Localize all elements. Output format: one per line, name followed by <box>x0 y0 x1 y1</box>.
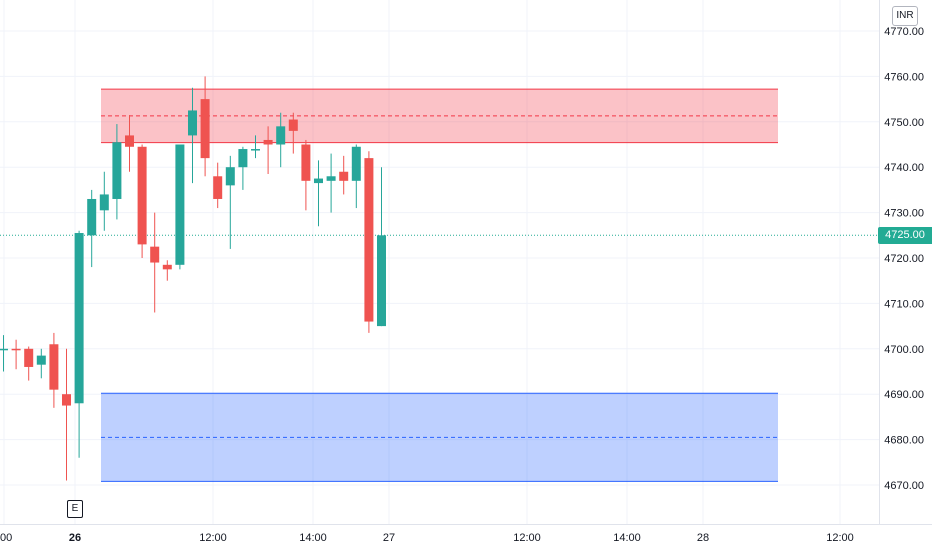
candle <box>87 189 97 268</box>
candle-body <box>99 194 109 211</box>
candle-body <box>276 126 286 145</box>
candle-body <box>238 149 248 168</box>
candle-body <box>339 171 349 181</box>
candle <box>150 212 160 313</box>
candle <box>175 144 185 270</box>
candle <box>339 155 349 195</box>
candle-body <box>263 139 273 145</box>
candle-body <box>150 246 160 263</box>
candle-body <box>24 348 34 367</box>
candle-body <box>200 99 210 159</box>
candle <box>11 339 21 370</box>
candle-body <box>301 144 311 181</box>
price-tick-label: 4720.00 <box>884 253 924 265</box>
candle <box>225 155 235 249</box>
candle-body <box>125 135 134 147</box>
candle-body <box>74 233 84 404</box>
time-tick-label: 14:00 <box>613 532 641 544</box>
candle-body <box>188 110 197 136</box>
candle <box>74 230 84 458</box>
candle <box>301 139 311 211</box>
candle-body <box>225 167 235 186</box>
candle <box>99 171 109 231</box>
candle <box>326 153 336 213</box>
last-price-label: 4725.00 <box>878 227 932 244</box>
candle <box>276 112 286 168</box>
candle <box>125 114 134 172</box>
candle-body <box>213 176 223 199</box>
candle-body <box>314 178 323 184</box>
time-axis[interactable]: 00 26 12:00 14:00 27 12:00 14:00 28 12:00 <box>0 532 854 544</box>
time-tick-label: 26 <box>69 532 81 544</box>
candle-body <box>175 144 185 265</box>
candle-body <box>112 142 122 199</box>
price-tick-label: 4760.00 <box>884 71 924 83</box>
price-tick-label: 4680.00 <box>884 435 924 447</box>
candle <box>49 332 59 408</box>
candle <box>62 348 71 481</box>
time-tick-label: 28 <box>697 532 709 544</box>
candle <box>0 335 8 372</box>
candle-body <box>49 344 59 390</box>
candle-body <box>351 146 361 181</box>
candle-body <box>11 348 21 351</box>
price-tick-label: 4670.00 <box>884 480 924 492</box>
candle <box>137 144 147 258</box>
candle <box>351 144 361 209</box>
candle <box>213 162 223 209</box>
candles <box>0 76 386 481</box>
candle <box>263 126 273 175</box>
candle-body <box>288 119 298 131</box>
candle <box>364 151 374 333</box>
candle <box>188 87 197 184</box>
candle-body <box>0 348 8 351</box>
price-tick-label: 4750.00 <box>884 117 924 129</box>
price-zones <box>101 88 778 482</box>
time-tick-label: 12:00 <box>826 532 854 544</box>
candle <box>238 146 248 190</box>
time-tick-label: 12:00 <box>513 532 541 544</box>
candle-body <box>62 394 71 406</box>
time-tick-label: 00 <box>0 532 12 544</box>
candle-body <box>162 264 172 270</box>
candle <box>288 112 298 154</box>
candle <box>36 348 46 379</box>
candle <box>112 124 122 220</box>
candle <box>200 76 210 177</box>
candle-body <box>364 158 374 322</box>
price-axis[interactable]: 4770.00 4760.00 4750.00 4740.00 4730.00 4720.… <box>884 26 924 492</box>
candle-body <box>377 235 386 327</box>
price-tick-label: 4690.00 <box>884 389 924 401</box>
candle-body <box>326 176 336 181</box>
candle-body <box>87 198 97 236</box>
currency-button[interactable]: INR <box>892 6 918 26</box>
candle <box>377 167 386 327</box>
candle <box>314 160 323 227</box>
time-tick-label: 12:00 <box>199 532 227 544</box>
candle-body <box>36 355 46 365</box>
candle <box>162 260 172 281</box>
price-tick-label: 4770.00 <box>884 26 924 38</box>
candle-body <box>251 149 260 151</box>
candle-body <box>137 146 147 245</box>
price-tick-label: 4730.00 <box>884 208 924 220</box>
price-tick-label: 4700.00 <box>884 344 924 356</box>
time-tick-label: 27 <box>383 532 395 544</box>
candle <box>251 135 260 159</box>
earnings-event-marker[interactable]: E <box>67 500 83 518</box>
price-tick-label: 4710.00 <box>884 298 924 310</box>
candle <box>24 346 34 381</box>
time-tick-label: 14:00 <box>299 532 327 544</box>
price-tick-label: 4740.00 <box>884 162 924 174</box>
